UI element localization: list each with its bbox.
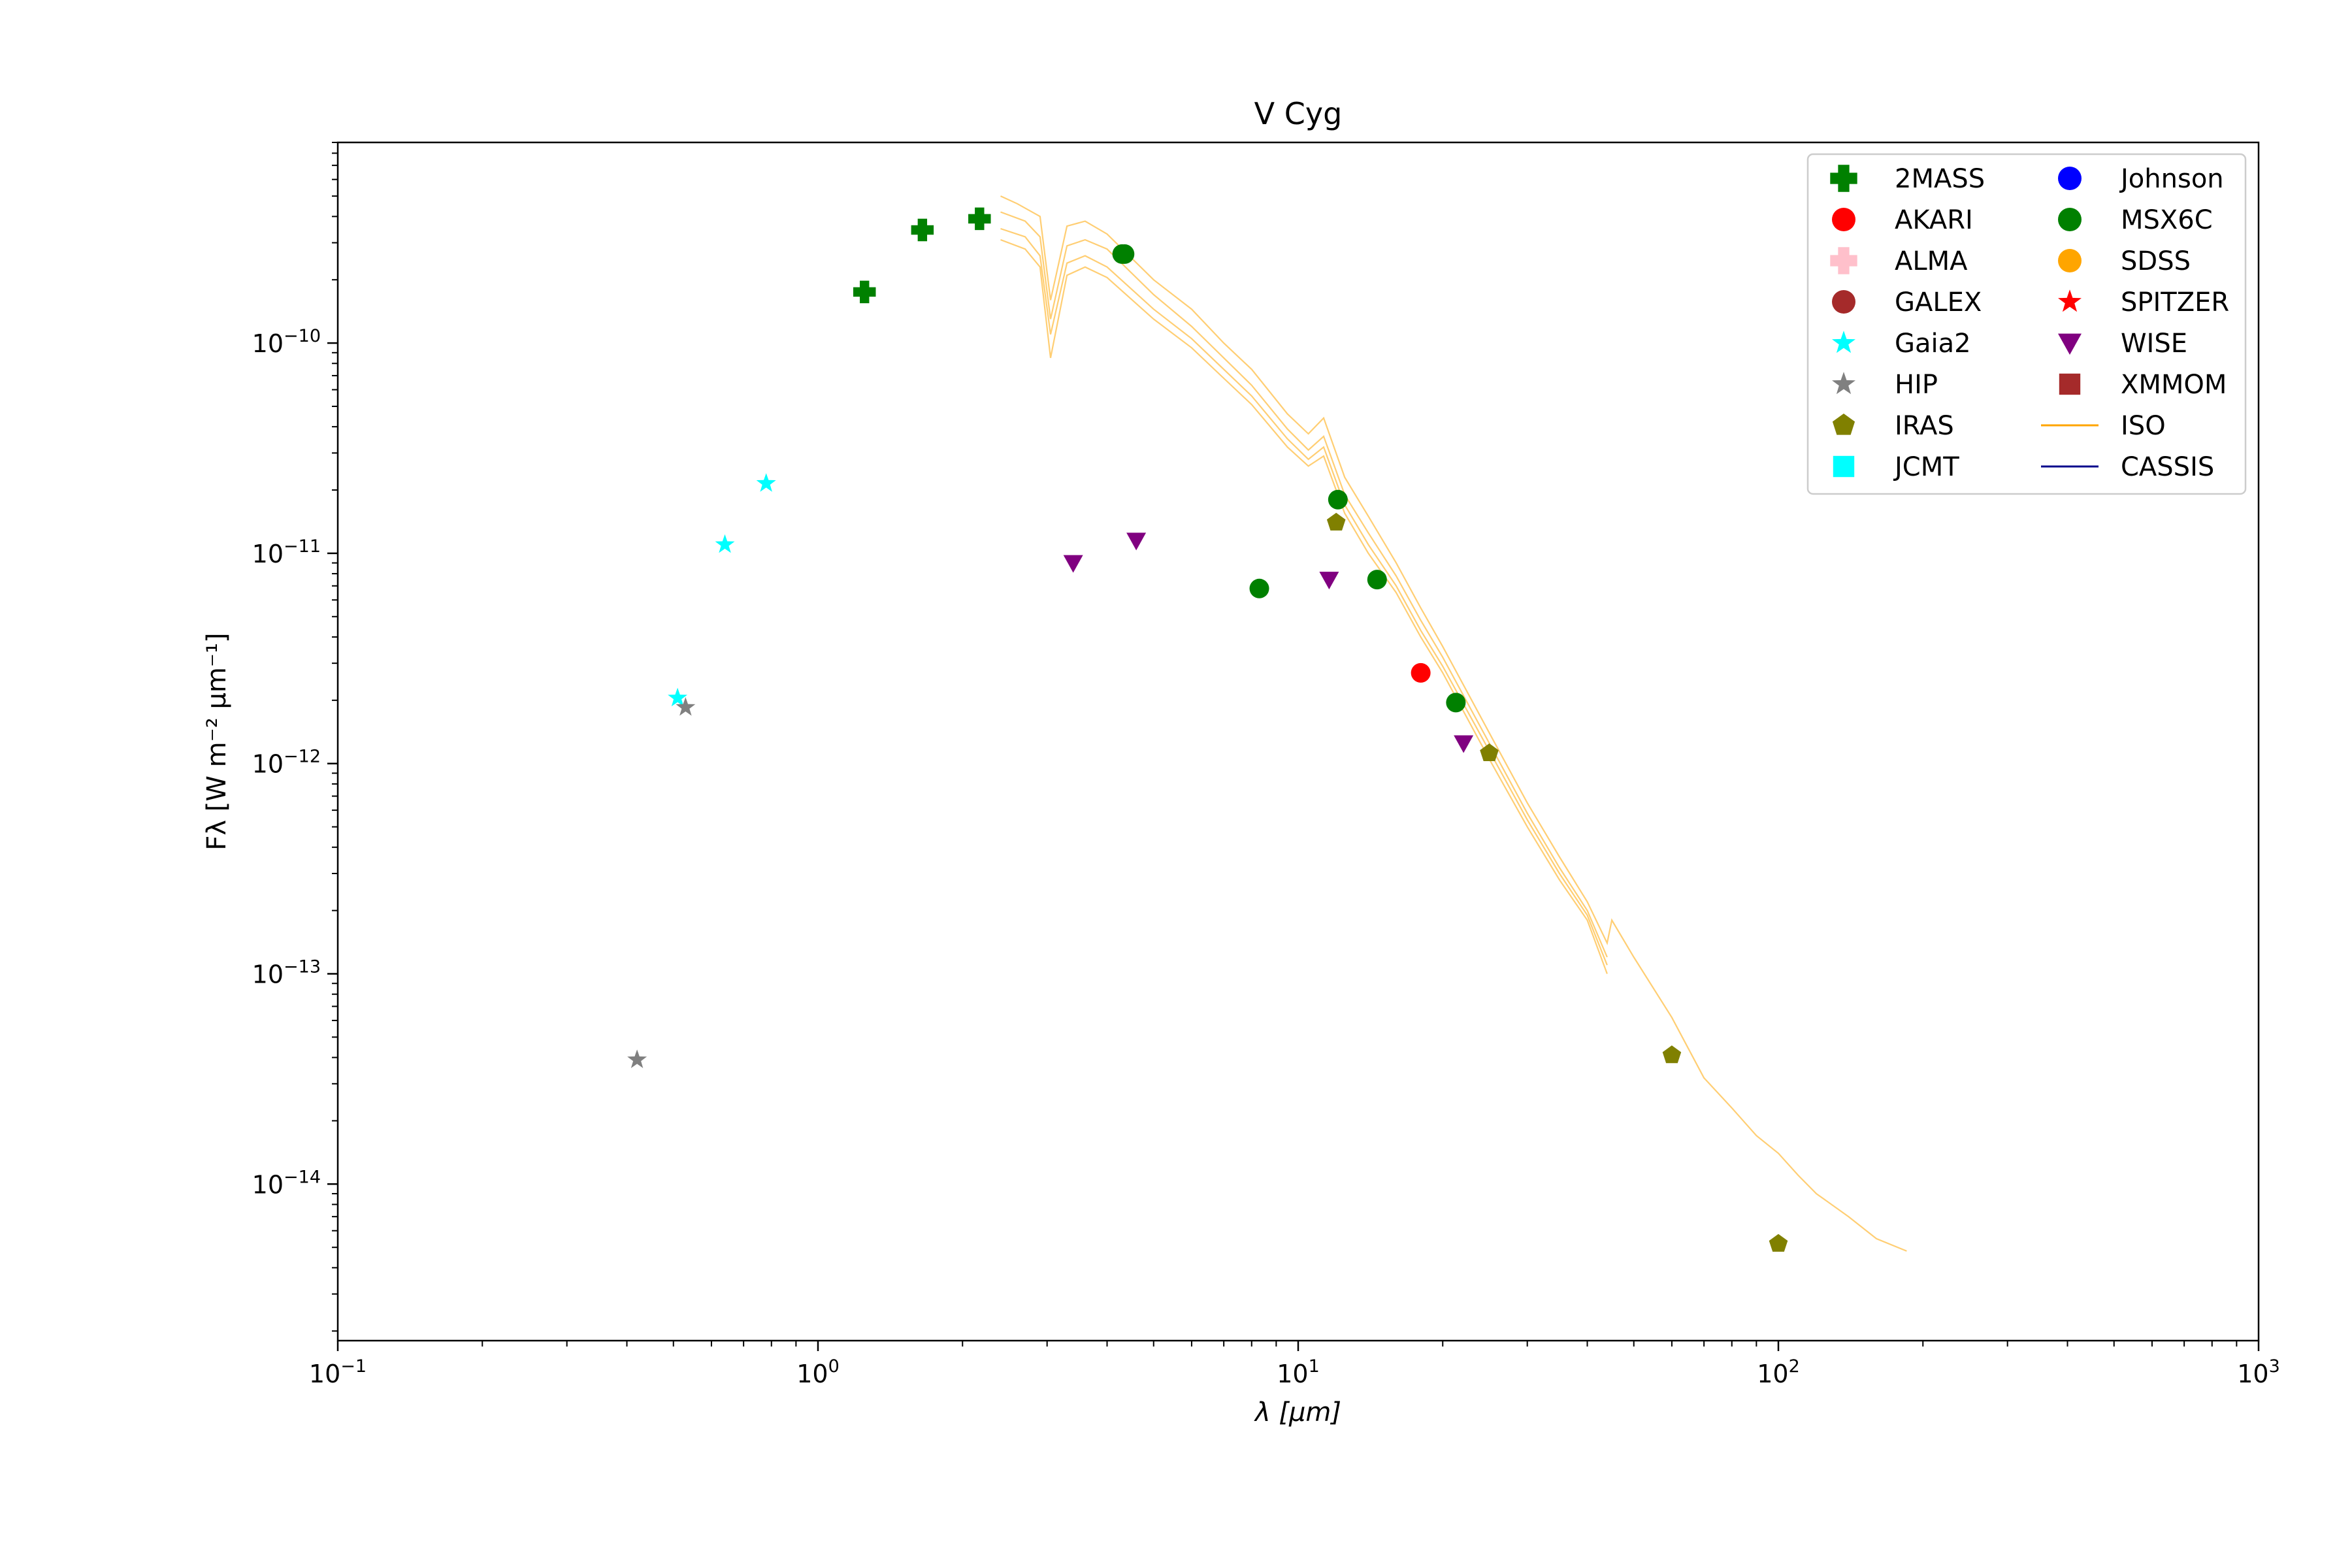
x-tick-label: 100: [796, 1356, 840, 1388]
legend-marker-gaia2: [1832, 331, 1855, 353]
2mass-point-1: [853, 280, 876, 304]
gaia2-point-1: [668, 687, 687, 707]
msx6c-point-4: [1328, 489, 1348, 510]
legend-label-spitzer: SPITZER: [2121, 287, 2229, 318]
legend-label-sdss: SDSS: [2121, 246, 2191, 276]
legend-marker-2mass: [1830, 165, 1857, 192]
x-tick-label: 101: [1277, 1356, 1320, 1388]
legend-label-galex: GALEX: [1895, 287, 1982, 318]
legend-label-iso: ISO: [2121, 411, 2166, 441]
iso-spectrum-1: [1000, 195, 1907, 1252]
legend-label-2mass: 2MASS: [1895, 164, 1985, 194]
legend-label-xmmom: XMMOM: [2121, 370, 2227, 400]
y-tick-label: 10−10: [252, 326, 321, 358]
msx6c-point-2: [1115, 244, 1135, 264]
wise-point-3: [1319, 572, 1339, 590]
legend-label-iras: IRAS: [1895, 411, 1954, 441]
msx6c-point-3: [1249, 578, 1269, 598]
legend: 2MASS AKARI ALMA GALEX Gaia2 HIP IRAS JCMT Johns…: [1806, 153, 2247, 495]
legend-marker-jcmt: [1833, 455, 1855, 478]
legend-marker-alma: [1830, 247, 1857, 274]
y-tick-label: 10−11: [252, 536, 321, 568]
y-axis-label: Fλ [W m⁻² μm⁻¹]: [202, 632, 232, 850]
wise-point-2: [1126, 532, 1147, 551]
2mass-point-3: [968, 207, 991, 231]
wise-point-4: [1454, 735, 1474, 753]
legend-marker-iras: [1832, 414, 1855, 435]
legend-marker-sdss: [2058, 249, 2082, 272]
legend-label-msx6c: MSX6C: [2121, 205, 2213, 235]
y-tick-label: 10−14: [252, 1167, 321, 1199]
legend-marker-hip: [1832, 372, 1855, 395]
iras-point-2: [1480, 743, 1499, 761]
legend-label-jcmt: JCMT: [1893, 452, 1959, 482]
y-tick-label: 10−13: [252, 957, 321, 989]
hip-point-2: [676, 697, 696, 716]
hip-point-1: [627, 1049, 647, 1068]
msx6c-point-5: [1367, 570, 1387, 590]
2mass-point-2: [911, 218, 934, 242]
legend-marker-xmmom: [2059, 373, 2081, 395]
legend-marker-galex: [1832, 290, 1855, 314]
iso-spectra: [1000, 195, 1907, 1252]
legend-label-alma: ALMA: [1895, 246, 1968, 276]
iras-point-4: [1769, 1233, 1788, 1252]
wise-point-1: [1063, 555, 1083, 573]
legend-marker-johnson: [2058, 167, 2082, 190]
y-tick-label: 10−12: [252, 747, 321, 779]
gaia2-point-3: [756, 473, 776, 492]
legend-marker-spitzer: [2058, 289, 2082, 312]
gaia2-point-2: [715, 534, 735, 553]
legend-label-akari: AKARI: [1895, 205, 1973, 235]
iso-spectrum-4: [1000, 238, 1608, 974]
legend-box: [1806, 153, 2247, 495]
iso-spectrum-3: [1000, 227, 1608, 966]
legend-marker-akari: [1832, 208, 1855, 231]
iso-spectrum-2: [1000, 211, 1608, 958]
legend-label-wise: WISE: [2121, 329, 2187, 359]
legend-label-gaia2: Gaia2: [1895, 329, 1971, 359]
iras-point-1: [1326, 512, 1346, 531]
legend-marker-wise: [2058, 333, 2082, 355]
x-axis: 10−1 100 101 102 103: [309, 1341, 2280, 1388]
x-tick-label: 102: [1757, 1356, 1800, 1388]
legend-marker-msx6c: [2058, 208, 2082, 231]
data-points: [627, 207, 1788, 1252]
legend-label-johnson: Johnson: [2119, 164, 2224, 194]
chart-title: V Cyg: [1254, 96, 1343, 131]
msx6c-point-6: [1446, 693, 1466, 713]
x-tick-label: 10−1: [309, 1356, 367, 1388]
x-axis-label: λ [μm]: [1254, 1397, 1341, 1428]
akari-point-1: [1411, 662, 1431, 683]
iras-point-3: [1662, 1045, 1682, 1064]
x-tick-label: 103: [2237, 1356, 2280, 1388]
y-axis: 10−14 10−13 10−12 10−11 10−10: [252, 142, 338, 1332]
legend-label-hip: HIP: [1895, 370, 1938, 400]
legend-label-cassis: CASSIS: [2121, 452, 2214, 482]
